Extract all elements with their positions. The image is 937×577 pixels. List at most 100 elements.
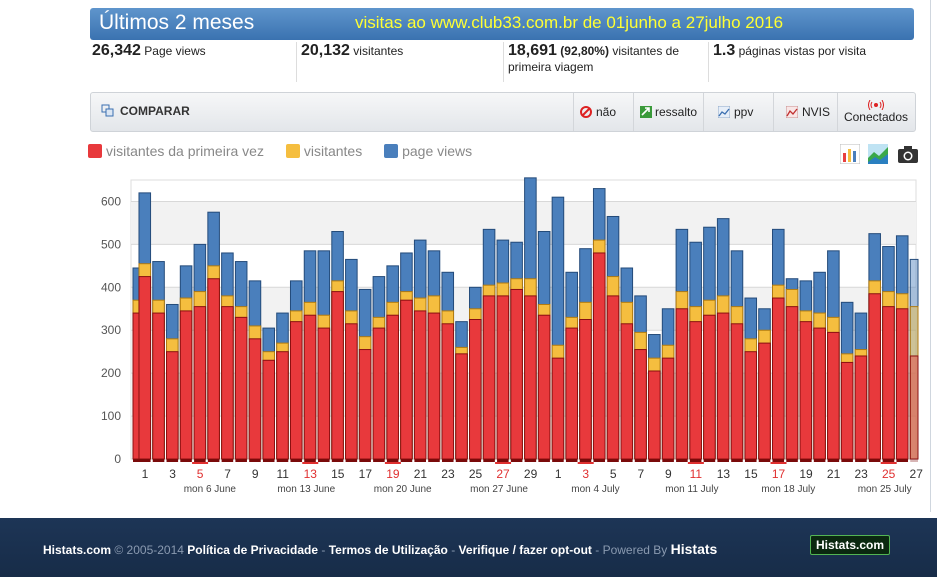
x-tick-label: 13 (717, 467, 731, 481)
privacy-link[interactable]: Política de Privacidade (187, 543, 319, 557)
stat-label: visitantes (353, 44, 404, 58)
bar-base (304, 459, 316, 462)
bar-base (744, 459, 757, 462)
x-tick-label: 17 (359, 467, 373, 481)
line-chart-icon (718, 106, 730, 118)
bar-base (634, 459, 647, 462)
bar-first-visitors (358, 349, 372, 460)
summary-stats: 26,342 Page views 20,132 visitantes 18,6… (90, 42, 914, 82)
ressalto-button[interactable]: ressalto (633, 93, 706, 131)
conectados-button[interactable]: Conectados (837, 93, 912, 131)
bar-first-visitors (482, 295, 496, 460)
bar-first-visitors (537, 314, 551, 460)
x-tick-label: 11 (276, 467, 289, 481)
x-tick-label: 23 (854, 467, 868, 481)
bar-first-visitors (496, 295, 510, 460)
x-tick-label: 19 (386, 467, 400, 481)
optout-link[interactable]: Verifique / fazer opt-out (458, 543, 592, 557)
camera-icon[interactable] (897, 144, 919, 164)
bar-base (441, 459, 454, 462)
legend-item-first-visitors[interactable]: visitantes da primeira vez (88, 143, 264, 159)
bar-base (290, 459, 303, 462)
title-bar: Últimos 2 meses visitas ao www.club33.co… (90, 8, 914, 40)
grid-band (131, 201, 916, 245)
histats-logo[interactable]: Histats.com (810, 535, 890, 555)
bar-base (717, 459, 729, 462)
ppv-label: ppv (734, 105, 754, 119)
bar-first-visitors (248, 338, 262, 460)
bar-base (249, 459, 261, 462)
bar-base (827, 459, 840, 462)
bar-first-visitors (827, 331, 840, 460)
bar-base (497, 459, 509, 462)
footer-site[interactable]: Histats.com (43, 543, 112, 557)
y-tick-label: 100 (101, 409, 121, 423)
area-chart-icon[interactable] (868, 144, 889, 164)
stat-visitors: 20,132 visitantes (296, 42, 501, 82)
bar-first-visitors (868, 293, 881, 460)
bar-first-visitors (606, 295, 620, 460)
stat-pages-per-visit: 1.3 páginas vistas por visita (708, 42, 913, 82)
compare-button[interactable]: COMPARAR (101, 104, 190, 118)
bar-first-visitors (427, 312, 441, 460)
bar-first-visitors (455, 353, 468, 460)
bar-base (565, 459, 578, 462)
bar-first-visitors (524, 295, 537, 460)
x-tick-label: 3 (169, 467, 176, 481)
bar-base (910, 459, 918, 462)
x-tick-label: 21 (827, 467, 841, 481)
x-tick-label: 1 (142, 467, 149, 481)
week-label: mon 6 June (184, 484, 237, 495)
footer: Histats.com © 2005-2014 Política de Priv… (0, 518, 937, 577)
bar-base (689, 459, 702, 462)
legend-item-pageviews[interactable]: page views (384, 143, 472, 159)
bar-base (841, 459, 853, 462)
week-label: mon 20 June (374, 484, 432, 495)
bar-base (276, 459, 289, 462)
x-tick-label: 1 (555, 467, 562, 481)
ppv-button[interactable]: ppv (703, 93, 784, 131)
x-tick-label: 27 (496, 467, 510, 481)
ressalto-label: ressalto (655, 105, 698, 119)
bar-first-visitors (661, 357, 675, 460)
nvis-button[interactable]: NVIS (773, 93, 846, 131)
bar-base (152, 459, 165, 462)
bar-base (868, 459, 881, 462)
bar-first-visitors (703, 314, 716, 460)
trend-chart-icon (786, 106, 798, 118)
x-tick-label: 3 (582, 467, 589, 481)
bar-chart-icon[interactable] (839, 143, 861, 165)
period-title: Últimos 2 meses (99, 11, 255, 34)
y-tick-label: 200 (101, 366, 121, 380)
chart-subtitle: visitas ao www.club33.com.br de 01junho … (355, 13, 784, 32)
compare-label: COMPARAR (120, 104, 190, 118)
legend-item-visitors[interactable]: visitantes (285, 143, 362, 159)
stat-first-visitors: 18,691 (92,80%) visitantes de primeira v… (503, 42, 703, 82)
stat-label: Page views (144, 44, 206, 58)
bar-base (579, 459, 592, 462)
bar-first-visitors (441, 323, 455, 460)
stat-pageviews: 26,342 Page views (90, 42, 292, 82)
stat-label: páginas vistas por visita (738, 44, 866, 58)
bar-first-visitors (345, 323, 358, 460)
toolbar: COMPARAR não ressalto ppv NVIS Conectado… (90, 92, 916, 132)
bar-base (138, 459, 151, 462)
x-tick-label: 7 (637, 467, 644, 481)
nao-button[interactable]: não (573, 93, 636, 131)
bar-base (593, 459, 606, 462)
bar-base (538, 459, 550, 462)
bar-first-visitors (207, 278, 220, 460)
bar-first-visitors (262, 359, 276, 460)
bar-first-visitors (234, 316, 248, 460)
stat-value: 1.3 (713, 42, 736, 59)
histats-brand[interactable]: Histats (670, 541, 718, 557)
y-tick-label: 300 (101, 323, 121, 337)
terms-link[interactable]: Termos de Utilização (328, 543, 448, 557)
week-label: mon 25 July (858, 484, 912, 495)
chart-tools (839, 143, 919, 169)
bar-first-visitors (592, 252, 606, 460)
bar-first-visitors (565, 327, 578, 460)
bar-base (731, 459, 743, 462)
bar-base (648, 459, 661, 462)
bar-base (524, 459, 537, 462)
